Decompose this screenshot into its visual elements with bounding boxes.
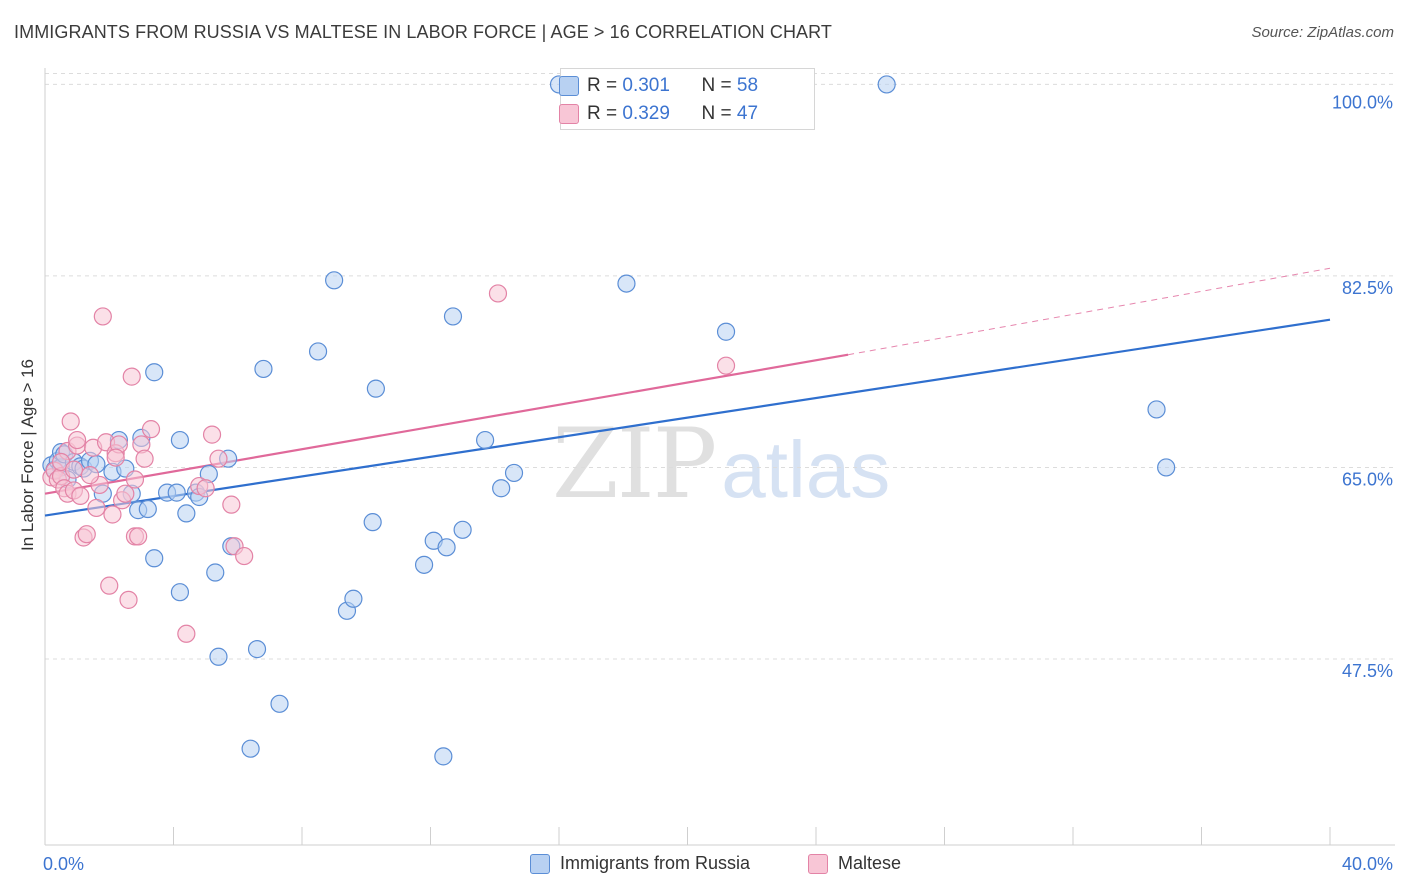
legend-label-maltese: Maltese	[838, 853, 902, 873]
point-russia	[1157, 458, 1176, 477]
point-maltese	[119, 590, 138, 609]
point-russia	[716, 322, 736, 341]
stats-row-maltese: R = 0.329 N = 47	[559, 101, 759, 127]
point-maltese	[177, 624, 196, 643]
point-russia	[167, 483, 186, 502]
russia-swatch	[559, 76, 579, 96]
point-russia	[170, 583, 190, 602]
point-russia	[877, 75, 896, 94]
chart-title: IMMIGRANTS FROM RUSSIA VS MALTESE IN LAB…	[14, 22, 833, 42]
point-russia	[138, 499, 157, 519]
legend-label-russia: Immigrants from Russia	[560, 853, 751, 873]
source-credit: Source: ZipAtlas.com	[1251, 24, 1394, 41]
point-russia	[434, 747, 453, 766]
point-maltese	[103, 505, 122, 524]
point-maltese	[716, 356, 736, 375]
maltese-n-value: 47	[736, 103, 759, 124]
russia-n-value: 58	[736, 75, 759, 96]
trend-line-maltese	[44, 353, 849, 495]
point-maltese	[68, 430, 87, 450]
point-russia	[325, 271, 344, 290]
point-russia	[177, 504, 196, 523]
point-maltese	[80, 466, 100, 485]
point-maltese	[61, 412, 80, 431]
point-maltese	[235, 546, 254, 566]
russia-r-label: R =	[587, 75, 618, 96]
x-tick-label-max: 40.0%	[1342, 854, 1393, 874]
point-maltese	[87, 498, 106, 518]
point-russia	[254, 359, 273, 379]
point-maltese	[222, 495, 241, 514]
point-russia	[247, 640, 267, 659]
point-maltese	[196, 479, 215, 498]
point-maltese	[209, 449, 228, 468]
point-russia	[209, 647, 228, 666]
maltese-r-value: 0.329	[622, 103, 670, 124]
point-russia	[366, 379, 385, 398]
point-russia	[504, 463, 524, 483]
point-maltese	[202, 425, 222, 444]
point-russia	[453, 520, 472, 539]
point-maltese	[135, 449, 154, 468]
point-maltese	[141, 420, 161, 439]
y-tick-label: 47.5%	[1342, 661, 1393, 681]
trend-line-russia	[44, 318, 1331, 517]
legend-swatch-maltese	[808, 853, 828, 874]
point-maltese	[100, 576, 119, 595]
y-tick-label: 65.0%	[1342, 469, 1393, 489]
legend-swatch-russia	[530, 853, 550, 874]
point-maltese	[64, 460, 84, 479]
maltese-swatch	[559, 104, 579, 124]
trend-lines	[44, 267, 1331, 517]
point-russia	[437, 538, 456, 557]
point-russia	[363, 513, 382, 532]
point-maltese	[125, 470, 145, 489]
point-russia	[206, 563, 225, 582]
point-maltese	[122, 367, 141, 386]
point-russia	[308, 342, 328, 361]
y-tick-label: 82.5%	[1342, 278, 1393, 298]
legend-item-maltese[interactable]: Maltese	[808, 853, 901, 874]
point-russia	[617, 274, 636, 293]
tick-labels: 47.5% 65.0% 82.5% 100.0% 0.0% 40.0%	[43, 92, 1393, 874]
watermark-atlas: atlas	[721, 425, 891, 514]
point-maltese	[129, 527, 148, 546]
point-russia	[414, 555, 434, 574]
point-maltese	[116, 484, 135, 503]
russia-r-value: 0.301	[622, 75, 670, 96]
bottom-legend: Immigrants from Russia Maltese	[0, 850, 1406, 878]
maltese-r-label: R =	[587, 103, 618, 124]
point-russia	[241, 739, 260, 758]
point-russia	[443, 307, 463, 326]
point-russia	[476, 430, 495, 450]
point-maltese	[488, 284, 508, 303]
point-russia	[492, 479, 511, 498]
point-russia	[270, 694, 289, 713]
point-maltese	[93, 307, 112, 326]
point-russia	[145, 549, 164, 568]
point-maltese	[71, 486, 90, 505]
point-maltese	[77, 525, 96, 544]
y-tick-label: 100.0%	[1332, 92, 1393, 112]
stats-legend: R = 0.301 N = 58 R = 0.329 N = 47	[559, 68, 815, 130]
russia-n-label: N =	[701, 75, 732, 96]
point-russia	[344, 589, 363, 608]
legend-item-russia[interactable]: Immigrants from Russia	[530, 853, 750, 874]
point-maltese	[106, 448, 125, 467]
axes	[44, 68, 1395, 846]
data-points	[42, 75, 1176, 766]
point-russia	[145, 363, 164, 382]
maltese-n-label: N =	[701, 103, 732, 124]
point-russia	[1147, 400, 1166, 419]
x-tick-label-min: 0.0%	[43, 854, 84, 874]
point-russia	[170, 430, 190, 450]
stats-row-russia: R = 0.301 N = 58	[559, 73, 759, 99]
trend-line-maltese-dashed	[848, 267, 1331, 356]
